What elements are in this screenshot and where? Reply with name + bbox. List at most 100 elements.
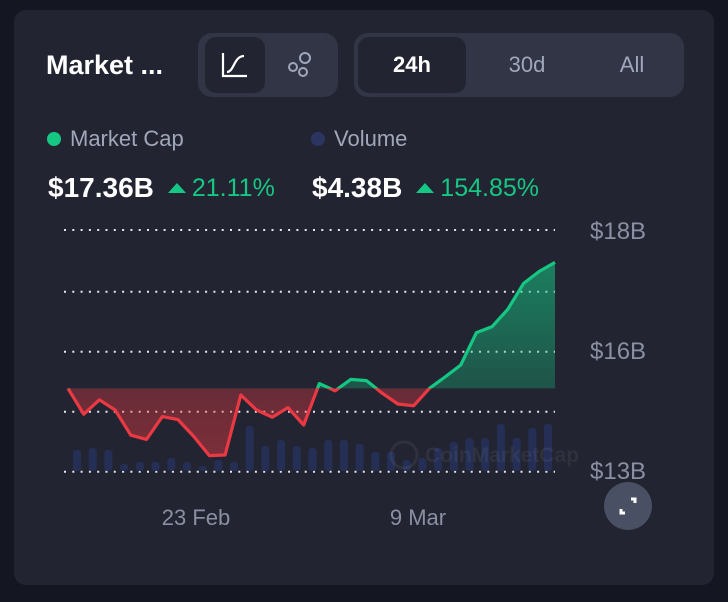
market-cap-point [271,416,274,419]
market-cap-point [302,424,305,427]
expand-chart-button[interactable] [604,482,652,530]
market-cap-point [98,398,101,401]
volume-bar [512,438,521,471]
up-triangle-icon [167,183,186,193]
volume-bar [182,462,191,471]
bubble-view-button[interactable] [270,37,332,93]
line-chart-view-button[interactable] [205,37,265,93]
range-30d[interactable]: 30d [508,52,546,77]
volume-dot-icon [311,132,325,146]
expand-icon [619,497,637,515]
x-tick-label: 23 Feb [162,505,231,530]
legend-market-cap[interactable]: Market Cap [47,126,184,152]
volume-bar [88,448,97,471]
volume-change: 154.85% [416,174,539,203]
volume-stat: $4.38B 154.85% [312,172,539,204]
market-cap-point [82,413,85,416]
volume-bar [198,466,207,471]
market-cap-point [224,454,227,457]
market-cap-line-down [66,388,433,458]
card-title: Market ... [46,50,164,80]
market-cap-point [428,387,431,390]
volume-bar [308,448,317,471]
volume-bar [496,424,505,471]
view-toggle [198,33,338,97]
market-cap-dot-icon [47,132,61,146]
market-cap-point [318,382,321,385]
legend-volume[interactable]: Volume [311,126,407,152]
market-cap-point [239,394,242,397]
volume-bar [277,440,286,471]
volume-bar [402,460,411,471]
market-cap-change: 21.11% [167,173,275,203]
volume-bar [528,428,537,471]
market-cap-line-up [68,261,556,389]
market-cap-point [286,406,289,409]
market-cap-point [522,282,525,285]
volume-bar [167,458,176,471]
market-cap-point [444,376,447,379]
market-cap-point [365,379,368,382]
time-range-selector: 24h 30d All [354,33,684,97]
volume-bar [120,464,129,471]
legend-label: Volume [334,126,408,151]
y-tick-label: $13B [590,458,646,485]
up-triangle-icon [416,183,435,193]
change-text: 21.11% [191,173,275,202]
volume-bar [544,424,552,471]
volume-value: $4.38B [312,172,403,203]
volume-bar [465,438,474,471]
volume-bar [73,450,81,471]
range-all[interactable]: All [619,52,645,77]
market-cap-point [114,409,117,412]
range-24h[interactable]: 24h [358,37,466,93]
volume-bar [261,446,270,471]
volume-bar [151,462,160,471]
market-cap-point [491,325,494,328]
market-cap-point [538,270,541,273]
volume-bar [387,452,395,471]
volume-bar [418,458,427,471]
volume-bar [449,442,458,471]
volume-bar [324,440,333,471]
coinmarketcap-watermark: CoinMarketCap [425,444,579,467]
y-tick-label: $18B [590,218,646,245]
volume-bar [434,448,443,471]
market-cap-point [255,409,258,412]
volume-bar [230,462,238,471]
volume-bar [371,452,380,471]
market-cap-stat: $17.36B 21.11% [48,172,275,204]
market-cap-point [381,392,384,395]
market-cap-card: Market ... 24h 30d All Market Cap Volume… [14,10,714,585]
market-cap-point [412,404,415,407]
market-cap-point [161,415,164,418]
market-cap-point [192,435,195,438]
volume-bar [104,450,113,471]
line-chart-icon [221,53,247,78]
market-cap-value: $17.36B [48,172,154,203]
market-cap-point [176,418,179,421]
coinmarketcap-logo-icon [389,440,419,470]
legend-label: Market Cap [70,126,184,151]
market-cap-point [506,308,509,311]
change-text: 154.85% [440,173,539,202]
volume-bar [135,462,144,471]
volume-bar [245,426,254,471]
market-cap-point [475,331,478,334]
market-cap-point [208,454,211,457]
market-cap-point [334,389,337,392]
area-above-baseline [317,262,555,389]
market-cap-point [129,434,132,437]
market-cap-point [349,378,352,381]
volume-bar [481,438,490,471]
area-below-baseline [68,388,555,456]
market-cap-point [396,403,399,406]
volume-bar [214,460,223,471]
market-cap-point [145,438,148,441]
volume-bar [339,440,348,471]
market-cap-point [554,261,557,264]
market-cap-point [67,387,70,390]
x-tick-label: 9 Mar [390,505,446,530]
volume-bar [292,446,301,471]
